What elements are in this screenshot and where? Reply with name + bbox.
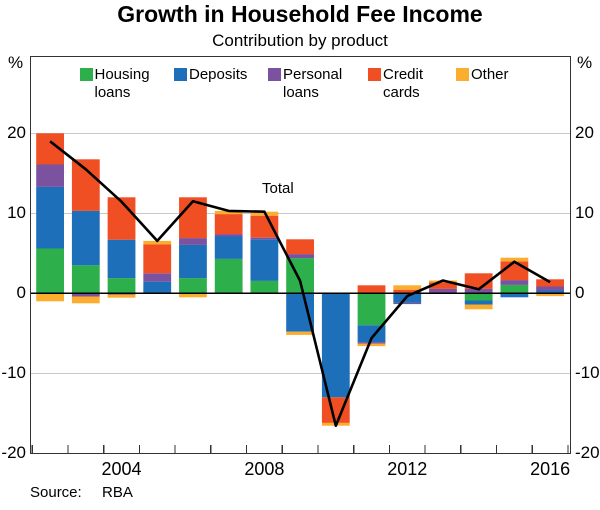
total-line-label: Total — [262, 180, 294, 197]
bar-segment-2008-credit — [250, 215, 279, 238]
y-tick-right-20: 20 — [575, 123, 594, 143]
bar-segment-2011-credit — [357, 285, 386, 294]
bar-segment-2014-deposits — [464, 300, 493, 305]
bar-segment-2015-personal — [500, 280, 529, 285]
y-tick-right--10: -10 — [575, 363, 600, 383]
chart-canvas — [30, 56, 571, 454]
y-tick-left--20: -20 — [1, 443, 26, 463]
bar-segment-2003-housing — [71, 265, 100, 294]
legend-label-other: Other — [471, 66, 509, 83]
bar-segment-2006-other — [179, 293, 207, 298]
y-tick-right-0: 0 — [575, 283, 585, 303]
bar-segment-2003-credit — [71, 159, 100, 211]
bar-segment-2008-personal — [250, 237, 279, 240]
legend-label-housing: Housing loans — [94, 66, 150, 101]
bar-segment-2008-deposits — [250, 239, 279, 281]
legend-label-credit: Credit cards — [383, 66, 424, 101]
bar-segment-2004-other — [107, 294, 136, 298]
bar-segment-2006-personal — [179, 238, 207, 245]
bar-segment-2005-other — [143, 240, 172, 245]
bar-segment-2007-housing — [214, 258, 243, 294]
source-label: Source: — [30, 484, 82, 501]
bar-segment-2003-other — [71, 296, 100, 304]
y-tick-left-10: 10 — [7, 203, 26, 223]
bar-segment-2007-deposits — [214, 236, 243, 259]
bar-segment-2007-credit — [214, 214, 243, 235]
bar-segment-2015-housing — [500, 284, 529, 294]
legend-label-personal: Personal loans — [283, 66, 343, 101]
y-tick-left-20: 20 — [7, 123, 26, 143]
chart-title: Growth in Household Fee Income — [117, 1, 483, 27]
bar-segment-2015-deposits — [500, 293, 529, 298]
bar-segment-2008-housing — [250, 280, 279, 294]
y-tick-right-10: 10 — [575, 203, 594, 223]
bar-segment-2013-credit — [429, 282, 457, 289]
bar-segment-2011-housing — [357, 293, 386, 326]
bar-segment-2006-deposits — [179, 244, 207, 279]
bar-segment-2011-other — [357, 343, 386, 347]
bar-segment-2012-personal — [393, 302, 422, 305]
source-value: RBA — [102, 484, 133, 501]
x-tick-2004: 2004 — [101, 459, 142, 479]
personal-swatch-icon — [268, 68, 281, 81]
bar-segment-2002-housing — [36, 248, 64, 294]
legend-label-deposits: Deposits — [189, 66, 248, 83]
housing-swatch-icon — [79, 68, 93, 81]
bar-segment-2010-deposits — [321, 293, 350, 398]
y-axis-unit-left: % — [8, 53, 24, 72]
bar-segment-2002-deposits — [36, 186, 64, 249]
bar-segment-2009-deposits — [286, 293, 314, 332]
y-tick-right--20: -20 — [575, 443, 600, 463]
bar-segment-2003-deposits — [71, 210, 100, 266]
bar-segment-2013-personal — [429, 288, 457, 293]
bar-segment-2016-deposits — [536, 290, 564, 294]
bar-segment-2016-other — [536, 293, 564, 297]
x-tick-2016: 2016 — [530, 459, 571, 479]
plot-area: Housing loans Deposits Personal loans Credi… — [30, 56, 571, 454]
chart-subtitle: Contribution by product — [212, 31, 388, 50]
bar-segment-2003-personal — [71, 293, 100, 297]
deposits-swatch-icon — [174, 68, 187, 81]
bar-segment-2014-other — [464, 304, 493, 310]
bar-segment-2006-housing — [179, 278, 207, 294]
bar-segment-2007-personal — [214, 234, 243, 237]
legend-item-other: Other — [456, 66, 509, 84]
y-tick-left-0: 0 — [16, 283, 26, 303]
bar-segment-2011-personal — [357, 342, 386, 344]
x-tick-2012: 2012 — [387, 459, 428, 479]
bar-segment-2009-other — [286, 331, 314, 335]
total-line — [49, 140, 551, 428]
legend-item-housing: Housing loans — [79, 66, 150, 102]
bar-segment-2012-credit — [393, 289, 422, 294]
bar-segment-2009-personal — [286, 254, 314, 259]
legend-item-personal: Personal loans — [268, 66, 342, 102]
bar-segment-2002-personal — [36, 164, 64, 187]
source-note: Source: RBA — [30, 484, 133, 501]
bar-segment-2005-personal — [143, 273, 172, 282]
bar-segment-2004-deposits — [107, 239, 136, 279]
bar-segment-2007-other — [214, 210, 243, 215]
bar-segment-2004-credit — [107, 197, 136, 240]
bar-segment-2012-other — [393, 285, 422, 290]
bar-segment-2005-credit — [143, 244, 172, 274]
legend-item-credit: Credit cards — [368, 66, 423, 102]
legend-item-deposits: Deposits — [174, 66, 247, 84]
y-tick-left--10: -10 — [1, 363, 26, 383]
bar-segment-2014-personal — [464, 288, 493, 294]
bar-segment-2014-housing — [464, 293, 493, 301]
plot-frame — [30, 56, 571, 454]
bar-segment-2004-housing — [107, 278, 136, 294]
bar-segment-2009-credit — [286, 239, 314, 255]
bar-segment-2016-credit — [536, 279, 564, 287]
bar-segment-2015-other — [500, 257, 529, 262]
credit-swatch-icon — [368, 68, 381, 81]
bar-segment-2016-personal — [536, 286, 564, 291]
bar-segment-2005-deposits — [143, 281, 172, 294]
other-swatch-icon — [456, 68, 469, 81]
bar-segment-2002-other — [36, 293, 64, 302]
y-axis-unit-right: % — [577, 53, 593, 72]
x-tick-2008: 2008 — [244, 459, 285, 479]
